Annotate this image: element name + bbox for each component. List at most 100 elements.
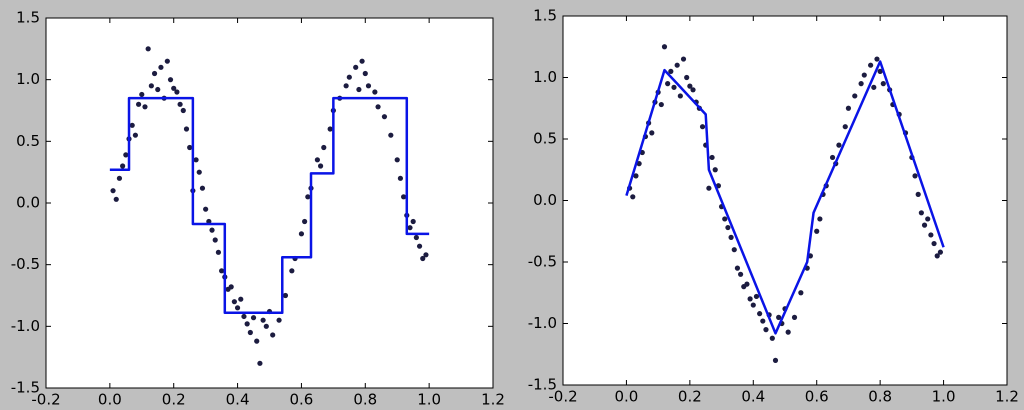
data-point [372,89,378,95]
data-point [317,163,324,169]
data-point [353,64,359,70]
data-point [753,293,760,300]
data-point [187,144,193,151]
data-point [203,206,209,212]
x-tick-label: 0.8 [353,391,377,409]
data-point [690,87,696,93]
data-point [343,83,349,89]
plot-frame [45,17,494,389]
data-point [193,157,199,163]
y-tick-label: 0.0 [16,194,40,212]
x-tick-label: -0.2 [548,388,577,406]
data-point [925,216,931,222]
x-tick-label: 0.8 [868,388,892,406]
x-tick-label: 1.0 [417,391,441,409]
y-tick-label: -1.0 [11,317,40,335]
data-point [668,68,674,74]
data-point [209,227,215,233]
data-point [142,104,148,110]
data-point [915,191,921,197]
data-point [116,175,123,181]
data-point [375,104,381,110]
plot-area [563,16,1007,385]
data-point [633,173,639,179]
x-tick-label: 0.2 [162,391,186,409]
x-tick-label: 1.0 [932,388,956,406]
data-point [757,311,763,317]
data-point [228,284,234,290]
y-tick-label: 0.5 [16,132,40,150]
data-point [699,124,706,130]
fit-line [109,96,430,315]
x-tick-label: 1.2 [995,388,1019,406]
y-tick-label: 0.0 [533,191,557,209]
data-point [423,252,429,258]
data-point [167,77,174,83]
data-point [858,81,864,87]
data-point [148,83,154,89]
x-tick-label: 0.4 [741,388,765,406]
data-point [709,154,715,161]
subplot: -0.2 0.0 0.2 0.4 0.6 0.8 1.0 1.2 -1.5 -1.0 -0.5 0.0… [528,7,1019,406]
data-point [244,321,250,327]
data-point [817,216,823,222]
data-point [394,157,400,163]
data-point [298,231,305,237]
data-point [912,173,918,179]
data-point [728,234,734,240]
x-tick-label: 0.6 [805,388,829,406]
plot-area [46,18,493,388]
data-point [842,124,848,130]
data-point [183,126,190,132]
x-tick-label: 0.2 [678,388,702,406]
data-point [671,84,677,90]
data-point [381,114,388,120]
data-point [420,255,426,262]
x-tick-label: -0.2 [31,391,60,409]
data-point [918,210,924,216]
data-point [814,228,820,234]
y-tick-label: -1.5 [11,379,40,397]
data-point [658,101,664,108]
y-tick-label: 1.5 [533,7,557,25]
data-point [684,74,690,81]
data-point [282,292,289,299]
y-tick-label: 0.5 [533,130,557,148]
data-point [413,234,419,241]
subplot: -0.2 0.0 0.2 0.4 0.6 0.8 1.0 1.2 -1.5 -1.0 -0.5 0.0… [11,9,505,409]
data-point [238,296,244,302]
data-point [674,62,680,68]
data-point [665,81,671,87]
data-point [263,323,269,329]
data-point [254,338,260,344]
data-point [661,44,668,50]
data-point [346,74,352,80]
data-point [302,218,308,225]
data-point [798,290,804,296]
data-point [174,89,180,95]
data-point [314,157,320,163]
x-tick-label: 0.0 [614,388,638,406]
x-tick-label: 0.6 [289,391,313,409]
data-point [861,72,867,78]
data-point [247,329,253,336]
x-tick-label: 0.0 [98,391,122,409]
y-tick-label: 1.5 [16,9,40,27]
data-point [880,81,886,87]
data-point [215,249,222,255]
data-point [772,357,779,363]
data-point [410,218,416,225]
data-point [852,93,858,99]
y-tick-label: -0.5 [528,253,557,271]
data-point [397,175,404,181]
data-point [219,268,225,274]
data-point [212,237,218,243]
data-point [776,314,782,320]
data-point [135,101,142,107]
data-point [731,247,737,253]
data-point [877,68,883,74]
data-point [928,232,934,238]
data-point [158,64,164,70]
data-point [110,188,116,194]
data-point [289,268,295,274]
